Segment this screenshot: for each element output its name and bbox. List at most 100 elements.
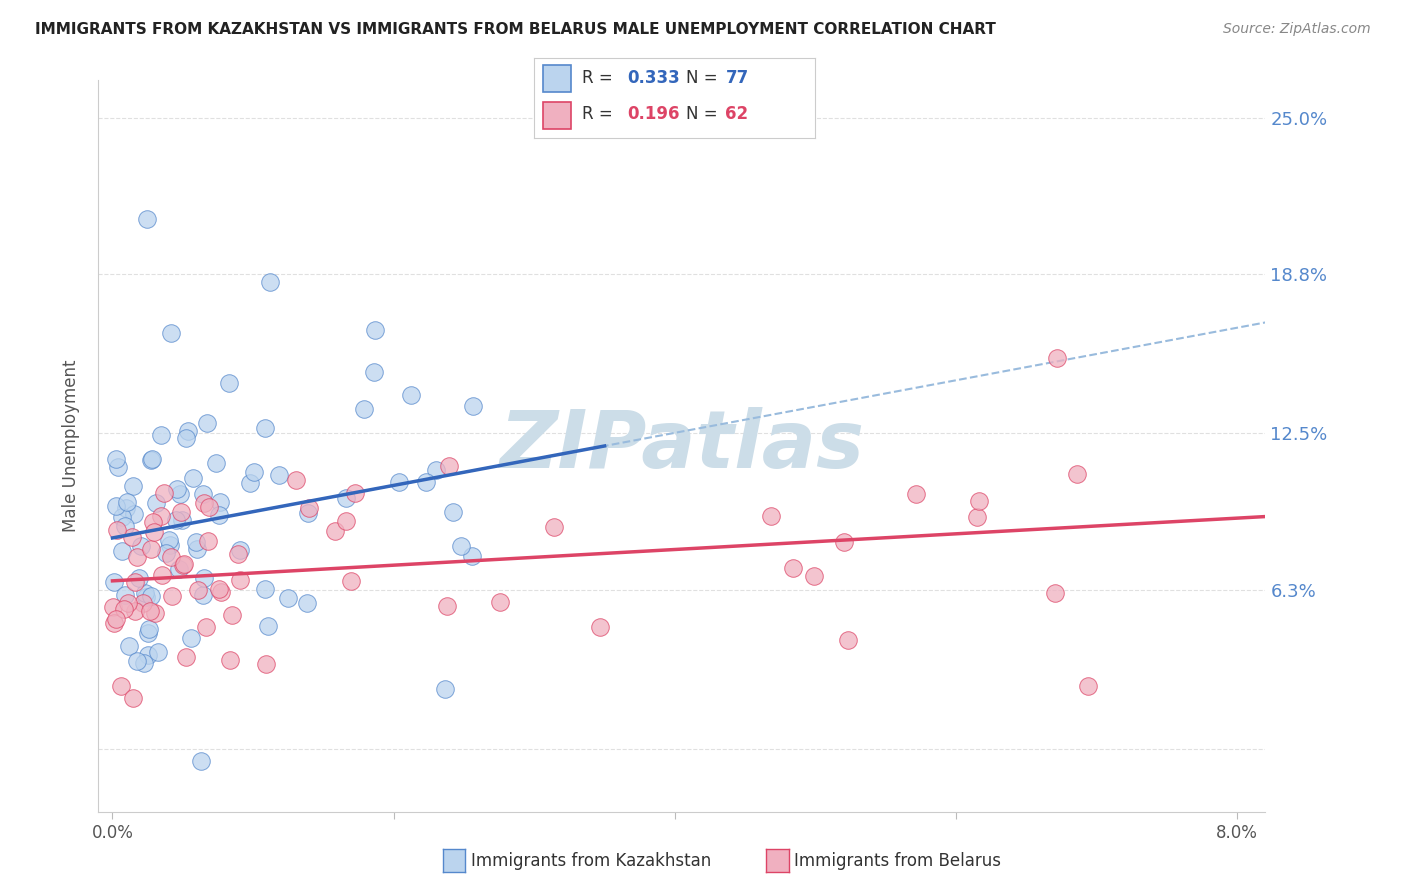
Point bbox=[187, 582, 209, 597]
Point bbox=[146, 645, 169, 659]
Point bbox=[450, 539, 472, 553]
Point bbox=[209, 585, 232, 599]
Point bbox=[114, 588, 136, 602]
Point bbox=[277, 591, 299, 605]
Point bbox=[489, 595, 512, 609]
Point bbox=[218, 376, 240, 390]
Point bbox=[193, 571, 215, 585]
Text: Immigrants from Kazakhstan: Immigrants from Kazakhstan bbox=[471, 852, 711, 870]
Point bbox=[139, 590, 162, 604]
Point bbox=[967, 494, 990, 508]
Point bbox=[174, 431, 197, 445]
Point bbox=[135, 212, 157, 227]
Point bbox=[339, 574, 361, 588]
Text: R =: R = bbox=[582, 69, 619, 87]
Point bbox=[166, 482, 188, 496]
Point bbox=[170, 505, 193, 519]
Point bbox=[297, 500, 319, 515]
Point bbox=[229, 573, 252, 587]
Point bbox=[204, 456, 226, 470]
Point bbox=[153, 486, 176, 500]
Text: 77: 77 bbox=[725, 69, 749, 87]
Point bbox=[149, 508, 172, 523]
Y-axis label: Male Unemployment: Male Unemployment bbox=[62, 359, 80, 533]
Text: Source: ZipAtlas.com: Source: ZipAtlas.com bbox=[1223, 22, 1371, 37]
Point bbox=[437, 458, 460, 473]
Point bbox=[832, 535, 855, 549]
Point bbox=[117, 596, 139, 610]
Point bbox=[139, 541, 162, 556]
Point bbox=[433, 682, 456, 697]
Point bbox=[141, 451, 163, 466]
Point bbox=[425, 463, 447, 477]
Point bbox=[169, 487, 191, 501]
Point bbox=[803, 569, 825, 583]
Point bbox=[121, 530, 143, 544]
Point bbox=[143, 607, 166, 621]
Point bbox=[115, 501, 138, 516]
Text: R =: R = bbox=[582, 105, 619, 123]
Point bbox=[198, 500, 221, 515]
Point bbox=[159, 326, 181, 340]
Point bbox=[364, 323, 387, 337]
Point bbox=[136, 648, 159, 662]
Text: ZIPatlas: ZIPatlas bbox=[499, 407, 865, 485]
Text: 62: 62 bbox=[725, 105, 748, 123]
Point bbox=[436, 599, 458, 613]
Point bbox=[112, 601, 135, 615]
Point bbox=[142, 515, 165, 529]
Point bbox=[335, 491, 357, 505]
Point bbox=[399, 388, 422, 402]
Point bbox=[132, 657, 155, 671]
Point bbox=[103, 574, 125, 589]
Point bbox=[208, 508, 231, 522]
Point bbox=[122, 507, 145, 521]
Point bbox=[124, 574, 146, 589]
Point bbox=[221, 607, 243, 622]
Point bbox=[254, 582, 277, 596]
Point bbox=[966, 510, 988, 524]
Point bbox=[1066, 467, 1088, 482]
Point bbox=[297, 506, 319, 520]
Point bbox=[353, 402, 375, 417]
Point bbox=[110, 679, 132, 693]
Point bbox=[589, 620, 612, 634]
Point bbox=[195, 416, 218, 430]
Point bbox=[105, 499, 128, 513]
Point bbox=[257, 619, 280, 633]
FancyBboxPatch shape bbox=[543, 103, 571, 128]
Point bbox=[218, 653, 240, 667]
Point bbox=[127, 654, 149, 668]
Point bbox=[105, 523, 128, 537]
Point bbox=[160, 589, 183, 603]
Point bbox=[173, 557, 195, 571]
Point bbox=[190, 754, 212, 768]
Text: Immigrants from Belarus: Immigrants from Belarus bbox=[794, 852, 1001, 870]
Point bbox=[344, 485, 367, 500]
Point bbox=[138, 623, 160, 637]
Text: IMMIGRANTS FROM KAZAKHSTAN VS IMMIGRANTS FROM BELARUS MALE UNEMPLOYMENT CORRELAT: IMMIGRANTS FROM KAZAKHSTAN VS IMMIGRANTS… bbox=[35, 22, 995, 37]
Point bbox=[363, 365, 385, 379]
Point bbox=[167, 562, 190, 576]
Point bbox=[160, 549, 183, 564]
Point bbox=[122, 479, 145, 493]
Point bbox=[111, 510, 134, 524]
Point bbox=[142, 525, 165, 540]
Point bbox=[239, 476, 262, 491]
Point bbox=[323, 524, 346, 539]
Point bbox=[194, 620, 217, 634]
Point bbox=[170, 513, 193, 527]
Point bbox=[180, 631, 202, 645]
Point bbox=[259, 275, 281, 289]
Point bbox=[387, 475, 409, 490]
Point bbox=[1043, 586, 1066, 600]
Point bbox=[150, 568, 173, 582]
Point bbox=[139, 453, 162, 467]
Point bbox=[193, 588, 215, 602]
Point bbox=[297, 596, 319, 610]
Point bbox=[181, 471, 204, 485]
Point bbox=[229, 542, 252, 557]
Point bbox=[145, 496, 167, 510]
Point bbox=[837, 632, 859, 647]
Point bbox=[165, 513, 187, 527]
